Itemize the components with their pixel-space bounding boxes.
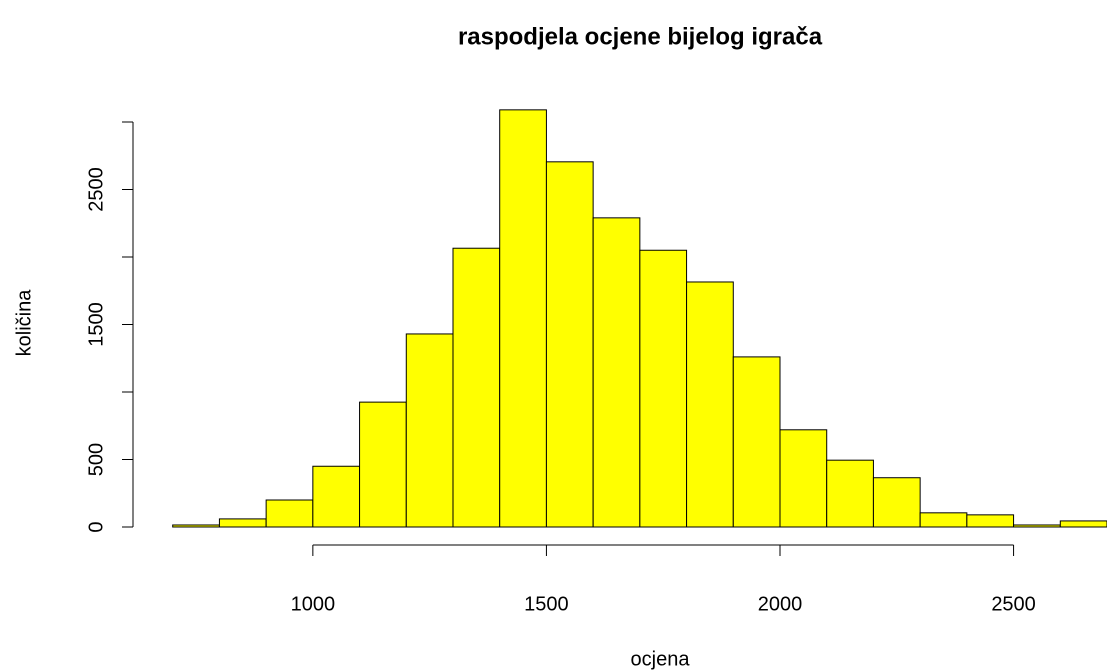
bar <box>218 518 267 528</box>
chart-title: raspodjela ocjene bijelog igrača <box>458 23 823 50</box>
y-tick-label: 2500 <box>85 167 107 212</box>
x-tick-label: 1500 <box>524 593 569 615</box>
bar <box>499 109 547 528</box>
bar <box>639 249 688 528</box>
bar <box>872 477 921 528</box>
y-tick-label: 1500 <box>85 302 107 347</box>
x-tick-label: 1000 <box>291 593 336 615</box>
bar <box>919 512 968 528</box>
x-tick-label: 2000 <box>758 593 803 615</box>
bar <box>265 499 314 528</box>
bar <box>359 401 407 528</box>
bar <box>405 333 454 528</box>
x-tick-label: 2500 <box>991 593 1036 615</box>
bar <box>732 356 781 528</box>
y-axis-label: količina <box>13 289 35 357</box>
bar <box>452 247 501 528</box>
x-axis-label: ocjena <box>631 648 691 670</box>
bar <box>545 161 594 528</box>
bar <box>1059 520 1107 528</box>
bar <box>966 514 1015 528</box>
bar <box>1013 524 1061 528</box>
y-tick-label: 500 <box>85 443 107 476</box>
bar <box>172 524 220 528</box>
bar <box>779 429 828 528</box>
y-tick-label: 0 <box>85 521 107 532</box>
bar <box>592 217 641 528</box>
bar <box>312 465 361 528</box>
bar <box>686 281 734 528</box>
bar <box>826 459 874 528</box>
